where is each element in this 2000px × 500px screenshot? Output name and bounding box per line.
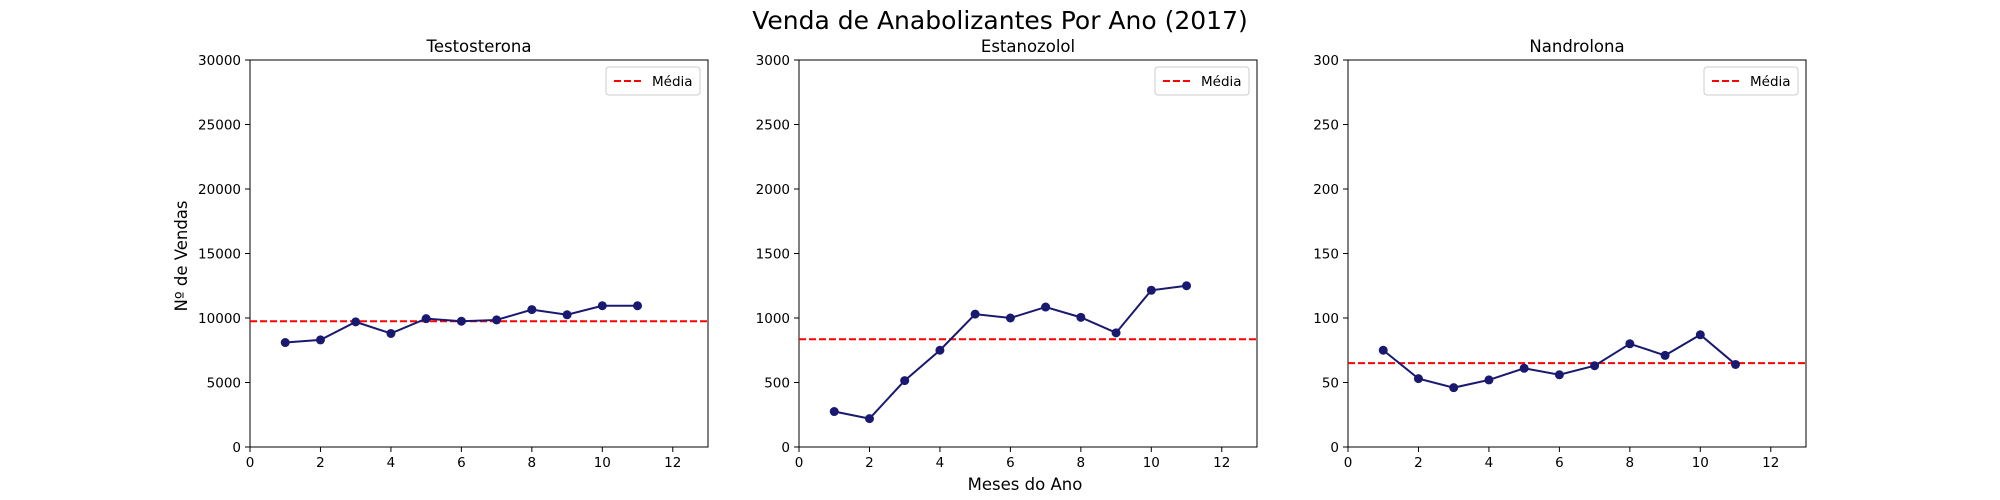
data-point	[1660, 350, 1670, 360]
data-point	[970, 309, 980, 319]
subplot-title: Estanozolol	[981, 37, 1075, 56]
legend-box	[1154, 66, 1250, 96]
y-tick-label: 1500	[756, 247, 790, 263]
y-tick-label: 0	[232, 440, 241, 456]
y-tick-label: 200	[1313, 182, 1339, 198]
y-tick-label: 5000	[207, 376, 241, 392]
y-axis-label: Nº de Vendas	[172, 200, 191, 311]
y-tick-label: 250	[1313, 118, 1339, 134]
y-tick-label: 500	[764, 376, 790, 392]
data-point	[315, 335, 325, 345]
subplot-title: Testosterona	[426, 37, 532, 56]
legend-label: Média	[1750, 74, 1791, 90]
x-axis-label: Meses do Ano	[968, 475, 1083, 494]
legend: Média	[1703, 66, 1799, 96]
y-tick-label: 100	[1313, 311, 1339, 327]
data-point	[900, 376, 910, 386]
y-tick-label: 30000	[198, 53, 241, 69]
data-point	[456, 316, 466, 326]
y-tick-label: 10000	[198, 311, 241, 327]
data-point	[633, 301, 643, 311]
x-tick-label: 4	[1485, 455, 1494, 471]
data-point	[829, 407, 839, 417]
y-tick-label: 25000	[198, 118, 241, 134]
subplot-nandrolona: Nandrolona 0 2 4 6 8 10 12 0 50 100 150 200 250 300 Méd…	[1313, 37, 1807, 471]
x-tick-label: 4	[936, 455, 945, 471]
data-point	[1484, 375, 1494, 385]
data-point	[1111, 328, 1121, 338]
x-tick-label: 8	[1077, 455, 1086, 471]
data-point	[1449, 383, 1459, 393]
data-point	[1076, 312, 1086, 322]
data-point	[1413, 374, 1423, 384]
legend-box	[1703, 66, 1799, 96]
y-tick-label: 0	[1330, 440, 1339, 456]
figure-title: Venda de Anabolizantes Por Ano (2017)	[752, 6, 1248, 35]
subplot-testosterona: Testosterona 0 2 4 6 8 10 12 0 5000 10000 15000 2000…	[198, 37, 709, 471]
data-point	[1182, 281, 1192, 291]
y-tick-label: 15000	[198, 247, 241, 263]
plot-area	[249, 59, 709, 448]
plot-area	[1347, 59, 1807, 448]
y-tick-label: 50	[1322, 376, 1339, 392]
data-point	[1625, 339, 1635, 349]
data-point	[1731, 359, 1741, 369]
subplot-estanozolol: Estanozolol 0 2 4 6 8 10 12 0 500 1000 1500 2000 2500…	[756, 37, 1258, 471]
data-point	[386, 328, 396, 338]
y-tick-label: 1000	[756, 311, 790, 327]
x-tick-label: 10	[594, 455, 611, 471]
legend: Média	[1154, 66, 1250, 96]
data-point	[1695, 330, 1705, 340]
x-tick-label: 12	[664, 455, 681, 471]
x-tick-label: 12	[1213, 455, 1230, 471]
plot-area	[798, 59, 1258, 448]
data-point	[1146, 285, 1156, 295]
x-tick-label: 6	[457, 455, 466, 471]
y-tick-label: 0	[781, 440, 790, 456]
x-tick-label: 6	[1006, 455, 1015, 471]
data-point	[1519, 363, 1529, 373]
subplot-title: Nandrolona	[1529, 37, 1624, 56]
data-point	[1041, 302, 1051, 312]
y-tick-label: 20000	[198, 182, 241, 198]
data-point	[864, 414, 874, 424]
data-point	[1005, 313, 1015, 323]
data-point	[280, 338, 290, 348]
x-tick-label: 0	[246, 455, 255, 471]
x-tick-label: 0	[795, 455, 804, 471]
x-tick-label: 12	[1762, 455, 1779, 471]
data-point	[492, 315, 502, 325]
y-tick-label: 300	[1313, 53, 1339, 69]
x-tick-label: 2	[316, 455, 325, 471]
x-tick-label: 2	[865, 455, 874, 471]
x-tick-label: 0	[1344, 455, 1353, 471]
y-tick-label: 150	[1313, 247, 1339, 263]
x-tick-label: 4	[387, 455, 396, 471]
legend: Média	[605, 66, 701, 96]
x-tick-label: 8	[1626, 455, 1635, 471]
legend-box	[605, 66, 701, 96]
x-tick-label: 8	[528, 455, 537, 471]
legend-label: Média	[652, 74, 693, 90]
x-tick-label: 6	[1555, 455, 1564, 471]
data-point	[935, 345, 945, 355]
x-tick-label: 10	[1143, 455, 1160, 471]
data-point	[597, 301, 607, 311]
y-tick-label: 3000	[756, 53, 790, 69]
y-tick-label: 2500	[756, 118, 790, 134]
data-point	[1554, 370, 1564, 380]
data-point	[1590, 361, 1600, 371]
data-point	[1378, 345, 1388, 355]
data-point	[562, 310, 572, 320]
x-tick-label: 2	[1414, 455, 1423, 471]
data-point	[527, 305, 537, 315]
data-point	[351, 317, 361, 327]
data-point	[421, 314, 431, 324]
y-tick-label: 2000	[756, 182, 790, 198]
legend-label: Média	[1201, 74, 1242, 90]
x-tick-label: 10	[1692, 455, 1709, 471]
